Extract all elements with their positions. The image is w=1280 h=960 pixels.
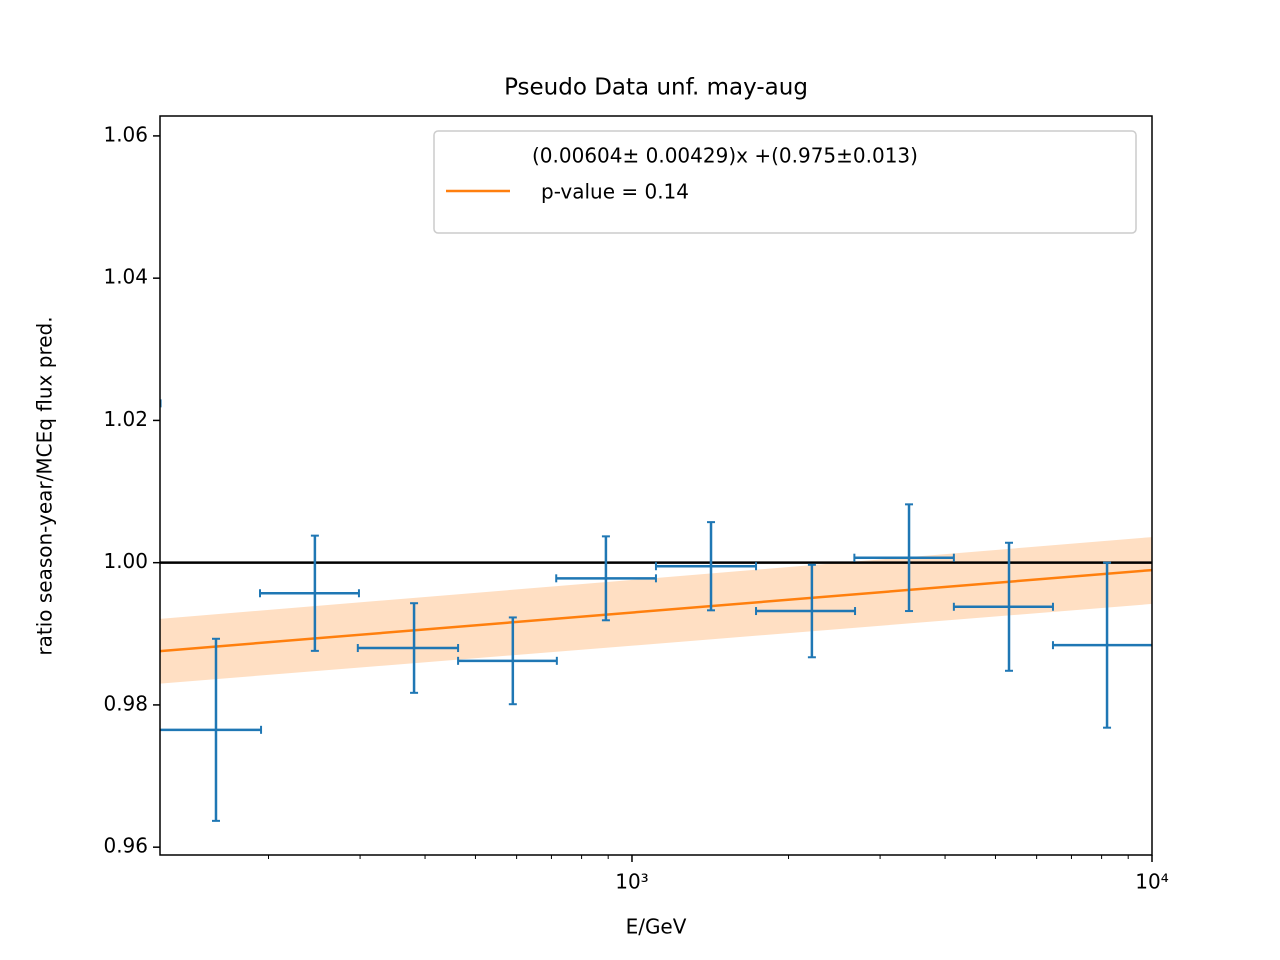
y-tick-label: 1.04: [103, 265, 148, 289]
y-tick-label: 1.02: [103, 407, 148, 431]
y-axis-label: ratio season-year/MCEq flux pred.: [33, 316, 57, 655]
y-tick-label: 1.00: [103, 549, 148, 573]
fit-line: [160, 568, 1152, 653]
y-tick-label: 1.06: [103, 122, 148, 146]
plot-frame: [159, 115, 1153, 856]
axes: 0.96 0.98 1.00 1.02 1.04 1.06 10³ 10⁴ (0.00604± …: [103, 115, 1169, 894]
x-tick-label: 10³: [615, 870, 648, 894]
legend-label: (0.00604± 0.00429)x +(0.975±0.013): [532, 144, 918, 168]
x-axis-label: E/GeV: [626, 915, 687, 939]
y-tick-label: 0.98: [103, 691, 148, 715]
x-tick-label: 10⁴: [1135, 870, 1168, 894]
legend-label: p-value = 0.14: [541, 180, 689, 204]
chart-title: Pseudo Data unf. may-aug: [504, 75, 808, 101]
legend-box: [433, 130, 1137, 234]
y-tick-label: 0.96: [103, 834, 148, 858]
plot-area: [160, 399, 1152, 822]
